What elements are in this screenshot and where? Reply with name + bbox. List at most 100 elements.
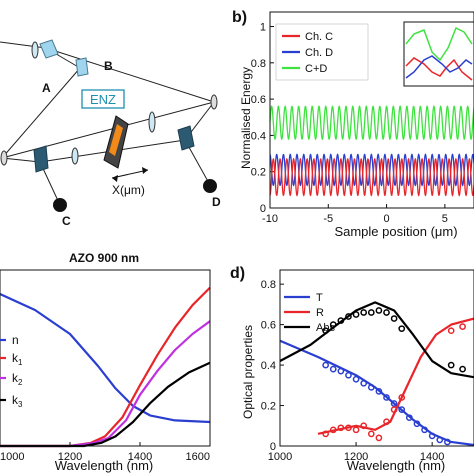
x-tick-label: 1400 (420, 451, 444, 463)
data-point-r (398, 394, 406, 401)
data-point-t (428, 432, 436, 440)
data-point-t (367, 383, 375, 391)
data-point-r (322, 430, 329, 438)
fit-line-t (279, 339, 474, 447)
label-c: C (62, 214, 71, 228)
panel-c-xlabel: Wavelength (nm) (55, 458, 154, 473)
data-point-r (383, 418, 390, 426)
mirror-icon (210, 94, 218, 110)
label-b: B (104, 59, 113, 73)
fit-line-r (317, 317, 474, 435)
x-tick-label: 1000 (268, 451, 292, 463)
legend-label-k3: k3 (12, 393, 23, 409)
lens-icon (148, 111, 156, 133)
y-tick-label: 1 (260, 22, 266, 34)
data-point-abs (459, 365, 466, 373)
y-tick-label: 0.4 (261, 360, 276, 372)
data-point-r (345, 424, 352, 432)
panel-b-legend: Ch. C Ch. D C+D (275, 23, 369, 81)
series-line-k1 (0, 286, 211, 448)
beam-splitter-icon (33, 145, 49, 173)
series-line-ch-d (269, 153, 474, 187)
arrow-head-icon (112, 175, 118, 182)
legend-label-ch-c: Ch. C (305, 31, 333, 43)
data-point-t (405, 414, 413, 422)
series-line-ch-c (269, 157, 474, 197)
x-tick-label: 5 (442, 213, 448, 225)
y-tick-label: 0.2 (251, 167, 266, 179)
legend-label-k1: k1 (12, 351, 23, 367)
panel-c: AZO 900 nm 1000 1200 1400 1600 n k1 k2 k3 W… (0, 251, 211, 473)
panel-d-tag: d) (230, 265, 245, 282)
panel-c-frame (0, 269, 211, 447)
data-point-r (360, 422, 368, 430)
inset-line-ch-c (405, 57, 473, 81)
series-line-k3 (0, 361, 211, 448)
x-tick-label: 1200 (344, 451, 368, 463)
panel-d-legend: T R Abs (284, 292, 335, 334)
series-line-c-d (269, 105, 474, 141)
data-point-abs (383, 309, 390, 316)
data-point-t (444, 438, 451, 446)
panel-b-tag: b) (232, 9, 247, 26)
data-point-t (383, 394, 390, 401)
lens-icon (71, 147, 79, 165)
data-point-t (390, 400, 398, 407)
label-a: A (42, 81, 51, 95)
x-tick-label: 1000 (0, 451, 24, 463)
data-point-r (352, 426, 360, 434)
beam-splitter-icon (177, 125, 195, 151)
data-point-t (421, 426, 428, 434)
data-point-t (345, 371, 352, 379)
series-line-n (0, 292, 211, 424)
data-point-t (436, 436, 444, 444)
panel-b-xlabel: Sample position (μm) (334, 224, 457, 239)
enz-label-box (81, 89, 125, 109)
data-point-abs (360, 309, 368, 316)
y-tick-label: 0.8 (251, 58, 266, 70)
data-point-abs (447, 361, 455, 369)
panel-d: d) Optical properties 0 0.2 0.4 0.6 0.8 1000… (230, 265, 474, 473)
x-tick-label: 1400 (128, 451, 152, 463)
legend-label-ch-d: Ch. D (305, 47, 333, 59)
x-tick-label: -5 (323, 213, 333, 225)
data-point-t (322, 361, 329, 369)
data-point-abs (352, 311, 360, 318)
legend-label-t: T (316, 292, 323, 304)
inset-line-cd (405, 26, 473, 62)
series-line-k2 (0, 320, 211, 448)
scan-axis-label: X(μm) (112, 183, 145, 197)
data-point-t (360, 379, 368, 387)
y-tick-label: 0.6 (261, 320, 276, 332)
data-point-r (337, 424, 345, 432)
data-point-abs (337, 317, 345, 324)
panel-d-xlabel: Wavelength (nm) (347, 458, 446, 473)
panel-d-frame (279, 269, 474, 447)
y-tick-label: 0 (270, 441, 276, 453)
data-point-r (367, 430, 375, 438)
lens-icon (31, 41, 39, 59)
detector-c-icon (53, 198, 67, 212)
y-tick-label: 0.8 (261, 279, 276, 291)
legend-label-k2: k2 (12, 371, 23, 387)
data-point-r (375, 434, 383, 442)
data-point-r (390, 406, 398, 413)
panel-b-inset (403, 21, 474, 87)
fit-line-abs (279, 301, 474, 379)
x-tick-label: -10 (262, 213, 278, 225)
x-tick-label: 0 (384, 213, 390, 225)
panel-d-ylabel: Optical properties (241, 325, 255, 419)
legend-label-r: R (316, 307, 324, 319)
detector-d-icon (203, 179, 217, 193)
x-tick-label: 1600 (186, 451, 210, 463)
arrow-head-icon (142, 167, 148, 174)
data-point-abs (345, 313, 352, 320)
inset-line-ch-d (405, 55, 473, 79)
y-tick-label: 0.2 (261, 401, 276, 413)
data-point-abs (375, 307, 383, 314)
data-point-t (337, 367, 345, 375)
panel-b-ylabel: Normalised Energy (239, 67, 253, 169)
panel-a-setup: ENZ A B C D X(μm) (0, 39, 221, 228)
data-point-r (329, 426, 337, 434)
